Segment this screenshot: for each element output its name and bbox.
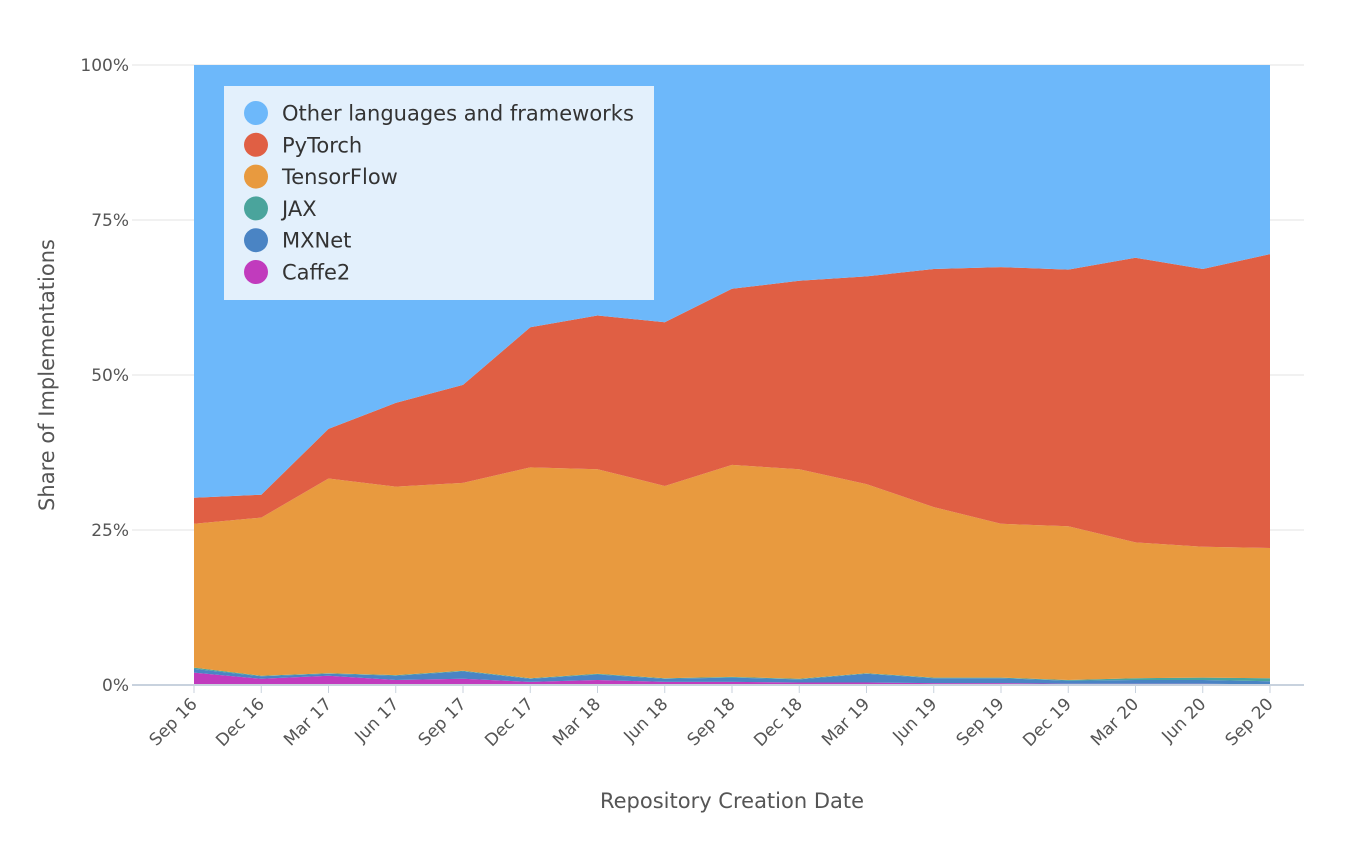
legend-swatch-tensorflow bbox=[244, 164, 268, 189]
legend-swatch-mxnet bbox=[244, 228, 268, 253]
y-tick-labels: 0% 25% 50% 75% 100% bbox=[80, 56, 129, 696]
x-tick-label: Dec 17 bbox=[481, 694, 538, 751]
x-tick-label: Sep 17 bbox=[415, 694, 471, 750]
x-tick-label: Jun 18 bbox=[620, 694, 673, 747]
legend-swatch-other-languages-and-frameworks bbox=[244, 101, 268, 125]
area-pytorch bbox=[194, 254, 1270, 548]
area-tensorflow bbox=[194, 464, 1270, 680]
x-tick-label: Sep 16 bbox=[146, 694, 202, 750]
x-tick-labels: Sep 16 Dec 16 Mar 17 Jun 17 Sep 17 Dec 17 Mar … bbox=[146, 694, 1278, 751]
legend-swatch-jax bbox=[244, 196, 268, 221]
y-axis-title: Share of Implementations bbox=[35, 239, 59, 511]
x-tick-label: Mar 20 bbox=[1087, 694, 1143, 750]
area-caffe2 bbox=[194, 672, 1270, 685]
x-tick-label: Jun 19 bbox=[889, 694, 942, 747]
y-tick-label: 50% bbox=[91, 366, 129, 386]
legend-label-tensorflow: TensorFlow bbox=[281, 165, 398, 189]
x-tick-label: Dec 19 bbox=[1019, 694, 1076, 751]
legend-label-other-languages-and-frameworks: Other languages and frameworks bbox=[282, 102, 634, 126]
x-tick-label: Mar 19 bbox=[818, 694, 874, 750]
legend-label-caffe2: Caffe2 bbox=[282, 261, 350, 285]
area-jax bbox=[194, 667, 1270, 682]
x-tick-label: Mar 17 bbox=[280, 694, 336, 750]
x-tick-label: Mar 18 bbox=[549, 694, 605, 750]
axes bbox=[132, 684, 1304, 693]
y-tick-label: 75% bbox=[91, 211, 129, 231]
legend-box bbox=[224, 86, 654, 300]
x-tick-label: Jun 17 bbox=[351, 694, 404, 747]
y-tick-label: 0% bbox=[102, 676, 129, 696]
x-tick-label: Sep 18 bbox=[684, 694, 740, 750]
legend-swatch-pytorch bbox=[244, 132, 268, 157]
x-tick-label: Sep 20 bbox=[1222, 694, 1278, 750]
x-tick-label: Jun 20 bbox=[1158, 694, 1211, 747]
x-axis-title: Repository Creation Date bbox=[600, 789, 864, 813]
x-tick-label: Dec 16 bbox=[212, 694, 269, 751]
legend-label-jax: JAX bbox=[280, 197, 317, 221]
legend: Other languages and frameworks PyTorch Ten… bbox=[224, 86, 654, 300]
area-mxnet bbox=[194, 668, 1270, 685]
legend-label-mxnet: MXNet bbox=[282, 229, 351, 253]
x-tick-label: Sep 19 bbox=[953, 694, 1009, 750]
x-tick-label: Dec 18 bbox=[750, 694, 807, 751]
legend-label-pytorch: PyTorch bbox=[282, 133, 362, 157]
y-tick-label: 25% bbox=[91, 521, 129, 541]
legend-swatch-caffe2 bbox=[244, 260, 268, 284]
y-tick-label: 100% bbox=[80, 56, 129, 76]
